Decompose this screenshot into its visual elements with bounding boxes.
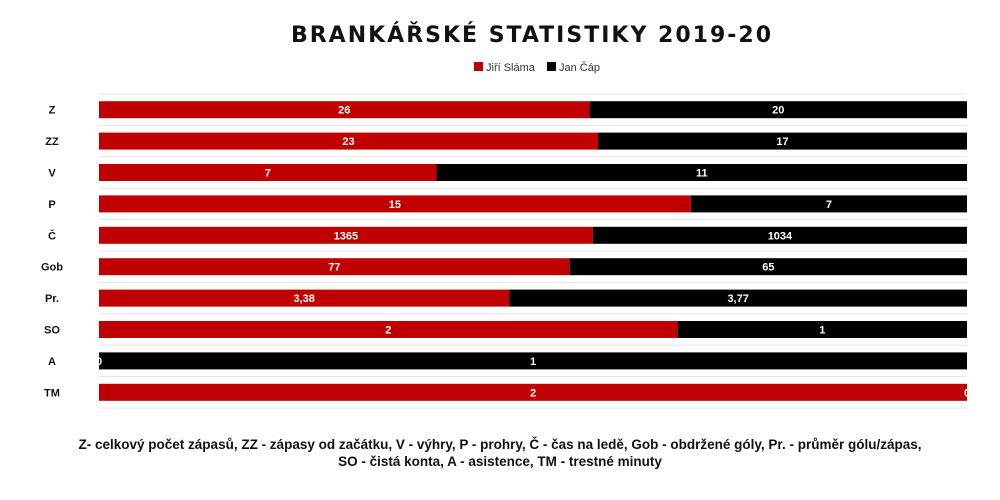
chart-title: BRANKÁŘSKÉ STATISTIKY 2019-20 bbox=[291, 22, 773, 48]
data-label-jan-cap-cat-4: 1034 bbox=[768, 230, 793, 242]
bar-jiri-slama-cat-0 bbox=[99, 101, 590, 119]
data-label-jan-cap-cat-5: 65 bbox=[762, 262, 774, 274]
legend-swatch-jiri-slama bbox=[474, 62, 483, 71]
bar-jan-cap-cat-6 bbox=[509, 289, 967, 307]
data-label-jiri-slama-cat-9: 2 bbox=[530, 387, 536, 399]
footnote: Z- celkový počet zápasů, ZZ - zápasy od … bbox=[0, 436, 1000, 470]
bar-jan-cap-cat-5 bbox=[569, 258, 967, 276]
bar-jiri-slama-cat-9 bbox=[99, 383, 967, 401]
legend-swatch-jan-cap bbox=[547, 62, 556, 71]
category-label-cat-1: ZZ bbox=[45, 136, 59, 148]
data-label-jan-cap-cat-9: 0 bbox=[964, 387, 970, 399]
category-label-cat-8: A bbox=[48, 356, 56, 368]
category-label-cat-2: V bbox=[48, 168, 56, 180]
bar-jan-cap-cat-2 bbox=[436, 164, 967, 181]
data-label-jiri-slama-cat-1: 23 bbox=[342, 136, 354, 148]
data-label-jiri-slama-cat-0: 26 bbox=[338, 105, 350, 117]
bar-jan-cap-cat-3 bbox=[690, 195, 967, 213]
bar-jiri-slama-cat-6 bbox=[99, 289, 510, 307]
bar-jiri-slama-cat-7 bbox=[99, 321, 678, 338]
stacked-bar-chart: BRANKÁŘSKÉ STATISTIKY 2019-20 Jiří Sláma… bbox=[41, 22, 970, 409]
data-label-jiri-slama-cat-4: 1365 bbox=[334, 230, 358, 242]
category-label-cat-7: SO bbox=[44, 325, 60, 337]
data-label-jiri-slama-cat-3: 15 bbox=[389, 199, 401, 211]
bar-jan-cap-cat-4 bbox=[592, 226, 967, 244]
legend-label-jan-cap: Jan Čáp bbox=[559, 61, 600, 74]
bar-jan-cap-cat-0 bbox=[589, 101, 967, 119]
data-label-jan-cap-cat-1: 17 bbox=[776, 136, 788, 148]
category-label-cat-5: Gob bbox=[41, 262, 63, 274]
legend: Jiří Sláma Jan Čáp bbox=[474, 61, 600, 74]
legend-label-jiri-slama: Jiří Sláma bbox=[486, 62, 536, 74]
footnote-line-1: Z- celkový počet zápasů, ZZ - zápasy od … bbox=[78, 437, 922, 452]
data-label-jiri-slama-cat-8: 0 bbox=[96, 356, 102, 368]
footnote-line-2: SO - čistá konta, A - asistence, TM - tr… bbox=[338, 454, 662, 469]
bar-jan-cap-cat-7 bbox=[677, 321, 967, 338]
data-label-jan-cap-cat-8: 1 bbox=[530, 356, 536, 368]
category-label-cat-3: P bbox=[48, 199, 55, 211]
bar-jan-cap-cat-8 bbox=[99, 352, 967, 370]
data-label-jan-cap-cat-3: 7 bbox=[826, 199, 832, 211]
data-label-jiri-slama-cat-5: 77 bbox=[328, 262, 340, 274]
category-label-cat-9: TM bbox=[44, 387, 60, 399]
bar-jiri-slama-cat-5 bbox=[99, 258, 570, 276]
category-label-cat-4: Č bbox=[48, 229, 56, 242]
category-label-cat-6: Pr. bbox=[45, 293, 59, 305]
category-label-cat-0: Z bbox=[49, 105, 56, 117]
data-label-jiri-slama-cat-7: 2 bbox=[385, 325, 391, 337]
data-label-jiri-slama-cat-2: 7 bbox=[265, 168, 271, 180]
data-label-jan-cap-cat-0: 20 bbox=[772, 105, 784, 117]
bar-jiri-slama-cat-1 bbox=[99, 132, 599, 150]
bar-jan-cap-cat-1 bbox=[598, 132, 967, 150]
data-label-jan-cap-cat-2: 11 bbox=[696, 168, 708, 180]
data-label-jan-cap-cat-6: 3,77 bbox=[727, 293, 748, 305]
bar-jiri-slama-cat-2 bbox=[99, 164, 437, 181]
bar-jiri-slama-cat-4 bbox=[99, 226, 593, 244]
bar-jiri-slama-cat-3 bbox=[99, 195, 691, 213]
data-label-jiri-slama-cat-6: 3,38 bbox=[293, 293, 314, 305]
data-label-jan-cap-cat-7: 1 bbox=[819, 325, 825, 337]
